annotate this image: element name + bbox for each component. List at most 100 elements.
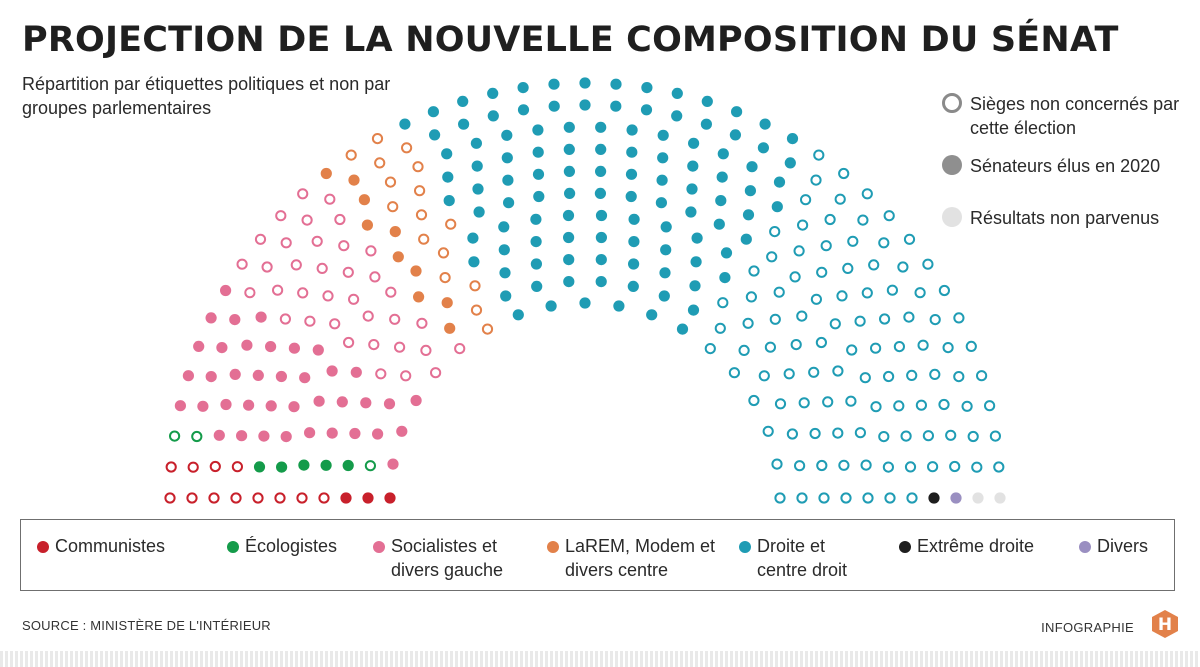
seat-marker bbox=[471, 160, 483, 172]
legend-item-extreme-droite: Extrême droite bbox=[899, 534, 1034, 558]
seat-marker bbox=[361, 219, 373, 231]
seat-marker bbox=[810, 293, 823, 305]
seat-marker bbox=[252, 492, 264, 504]
seat-marker bbox=[348, 293, 360, 305]
seat-marker bbox=[857, 214, 869, 226]
seat-marker bbox=[714, 322, 726, 334]
seat-marker bbox=[304, 427, 316, 439]
seat-marker bbox=[517, 82, 529, 94]
footer-band bbox=[0, 651, 1200, 667]
seat-marker bbox=[401, 142, 413, 154]
seat-marker bbox=[205, 371, 217, 383]
seat-marker bbox=[715, 195, 727, 207]
seat-marker bbox=[430, 367, 442, 379]
seat-marker bbox=[457, 95, 469, 107]
seat-marker bbox=[410, 394, 422, 407]
seat-marker bbox=[882, 461, 895, 473]
seat-marker bbox=[738, 344, 750, 356]
seat-marker bbox=[922, 258, 934, 270]
seat-marker bbox=[236, 258, 248, 270]
seat-marker bbox=[261, 261, 273, 273]
seat-marker bbox=[742, 209, 755, 221]
seat-marker bbox=[740, 233, 752, 245]
legend-dot-icon bbox=[1079, 541, 1091, 553]
seat-marker bbox=[387, 458, 399, 470]
seat-marker bbox=[399, 118, 411, 130]
seat-marker bbox=[297, 188, 309, 200]
seat-marker bbox=[595, 276, 607, 288]
seat-marker bbox=[687, 304, 700, 316]
seat-marker bbox=[241, 339, 253, 351]
seat-marker bbox=[443, 195, 455, 207]
chart-title: PROJECTION DE LA NOUVELLE COMPOSITION DU… bbox=[22, 20, 1119, 60]
seat-marker bbox=[893, 400, 905, 412]
seat-marker bbox=[810, 174, 822, 186]
seat-marker bbox=[808, 366, 820, 378]
seat-marker bbox=[838, 167, 850, 180]
seat-marker bbox=[713, 218, 725, 230]
seat-marker bbox=[470, 304, 483, 316]
seat-marker bbox=[458, 118, 470, 130]
status-key-label: Sièges non concernés par cette élection bbox=[970, 94, 1180, 138]
seat-marker bbox=[563, 254, 575, 266]
seat-marker bbox=[660, 244, 672, 256]
seat-marker bbox=[473, 206, 485, 218]
seat-marker bbox=[230, 492, 242, 504]
seat-marker bbox=[324, 193, 336, 205]
seat-marker bbox=[410, 265, 422, 277]
seat-marker bbox=[548, 78, 560, 90]
seat-marker bbox=[816, 459, 828, 472]
seat-marker bbox=[984, 400, 996, 412]
seat-marker bbox=[365, 245, 377, 257]
seat-marker bbox=[487, 110, 499, 122]
legend-label: Écologistes bbox=[245, 536, 338, 556]
seat-marker bbox=[338, 240, 350, 252]
seat-marker bbox=[243, 399, 255, 411]
seat-marker bbox=[846, 344, 858, 356]
credit-label: INFOGRAPHIE bbox=[1041, 620, 1134, 635]
legend-dot-icon bbox=[899, 541, 911, 553]
legend-dot-icon bbox=[373, 541, 385, 553]
seat-marker bbox=[870, 401, 882, 413]
legend-label: Extrême droite bbox=[917, 536, 1035, 556]
seat-marker bbox=[272, 284, 284, 296]
seat-marker bbox=[832, 427, 844, 439]
seat-marker bbox=[845, 395, 857, 407]
seat-marker bbox=[342, 459, 354, 472]
seat-marker bbox=[798, 397, 810, 409]
legend-item-larem: LaREM, Modem et divers centre bbox=[547, 534, 737, 582]
party-legend: Communistes Écologistes Socialistes et d… bbox=[20, 519, 1175, 591]
seat-marker bbox=[383, 398, 396, 410]
seat-marker bbox=[838, 459, 850, 471]
seat-marker bbox=[700, 118, 713, 130]
legend-label: Divers bbox=[1097, 536, 1149, 556]
seat-marker bbox=[329, 318, 341, 330]
seat-marker bbox=[610, 78, 622, 90]
seat-marker bbox=[628, 258, 640, 270]
seat-marker bbox=[165, 461, 177, 473]
seat-marker bbox=[548, 100, 560, 112]
seat-marker bbox=[815, 336, 828, 349]
seat-marker bbox=[655, 197, 668, 209]
seat-marker bbox=[326, 427, 338, 439]
seat-marker bbox=[626, 124, 638, 136]
seat-marker bbox=[731, 106, 743, 118]
seat-marker bbox=[717, 148, 729, 160]
seat-marker bbox=[897, 261, 909, 273]
seat-marker bbox=[498, 221, 510, 233]
seat-marker bbox=[971, 461, 983, 473]
seat-marker bbox=[771, 458, 783, 470]
seat-marker bbox=[563, 276, 575, 288]
seat-marker bbox=[796, 492, 808, 504]
seat-marker bbox=[628, 236, 640, 248]
seat-marker bbox=[773, 176, 786, 188]
seat-marker bbox=[220, 284, 232, 297]
seat-marker bbox=[658, 290, 670, 302]
seat-marker bbox=[690, 256, 702, 268]
publisher-logo-icon: H bbox=[1152, 610, 1178, 638]
source-note: SOURCE : MINISTÈRE DE L'INTÉRIEUR bbox=[22, 618, 271, 633]
seat-marker bbox=[800, 194, 812, 206]
seat-marker bbox=[298, 459, 310, 471]
seat-marker bbox=[687, 160, 699, 172]
seat-marker bbox=[563, 165, 576, 177]
